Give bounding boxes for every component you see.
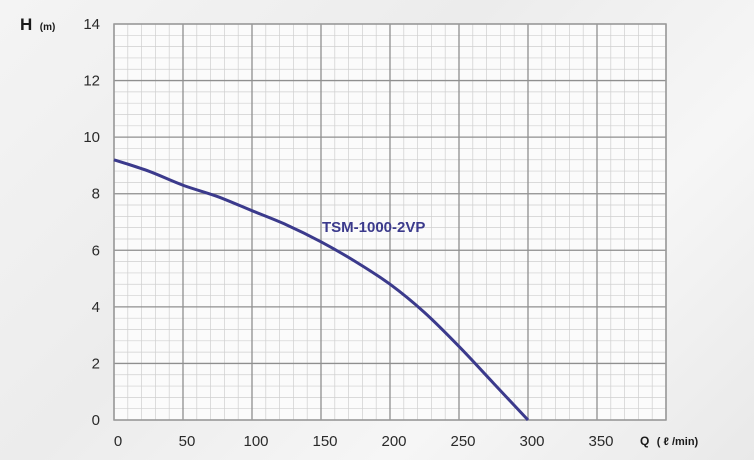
- y-tick-label: 14: [83, 16, 100, 33]
- y-tick-label: 4: [92, 299, 100, 316]
- x-tick-label: 100: [243, 433, 268, 450]
- x-tick-label: 300: [519, 433, 544, 450]
- y-axis-label: H (m): [20, 15, 55, 34]
- x-axis-label-unit: ( ℓ /min): [657, 436, 699, 448]
- y-tick-labels: 0 2 4 6 8 10 12 14: [83, 16, 100, 429]
- y-tick-label: 2: [92, 355, 100, 372]
- x-tick-label: 150: [312, 433, 337, 450]
- y-tick-label: 12: [83, 73, 100, 90]
- x-axis-label-main: Q: [640, 434, 649, 448]
- y-tick-label: 6: [92, 242, 100, 259]
- y-tick-label: 0: [92, 412, 100, 429]
- x-tick-label: 200: [381, 433, 406, 450]
- x-tick-label: 350: [588, 433, 613, 450]
- series-label: TSM-1000-2VP: [322, 219, 425, 236]
- x-tick-label: 50: [179, 433, 196, 450]
- series-line: [113, 158, 530, 422]
- y-tick-label: 10: [83, 129, 100, 146]
- x-axis-label: Q ( ℓ /min): [640, 432, 699, 449]
- x-tick-labels: 0 50 100 150 200 250 300 350: [114, 433, 614, 450]
- y-axis-label-main: H: [20, 15, 32, 34]
- x-tick-label: 0: [114, 433, 122, 450]
- y-tick-label: 8: [92, 186, 100, 203]
- x-tick-label: 250: [450, 433, 475, 450]
- plot-frame: [113, 23, 667, 421]
- y-axis-label-unit: (m): [40, 22, 56, 33]
